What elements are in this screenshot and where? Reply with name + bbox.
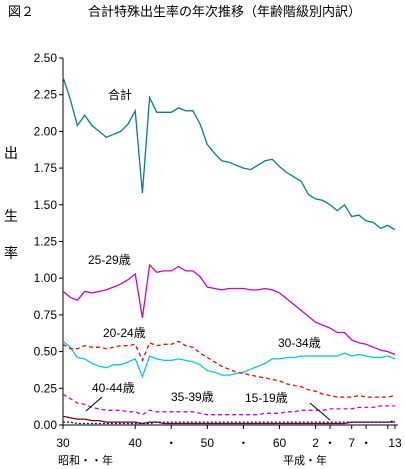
x-tick-label: 13 [388,436,402,450]
y-tick-label: 1.25 [34,235,58,249]
x-tick-label: ・ [165,436,177,450]
y-tick-label: 2.25 [34,88,58,102]
series-line-1 [62,263,396,356]
series-line-2 [62,340,396,379]
y-tick-label: 0.00 [34,418,58,432]
y-tick-label: 0.75 [34,308,58,322]
series-label-20-24: 20-24歳 [103,326,146,340]
y-tick-label: 2.00 [34,124,58,138]
x-tick-label: ・ [360,436,372,450]
ylabel-3: 率 [4,245,18,261]
series-line-4 [62,393,395,416]
y-tick-label: 0.50 [34,345,58,359]
y-ticks: 0.00 0.25 0.50 0.75 1.00 1.25 1.50 1.75 2.00 2.25… [34,51,63,432]
x-ticks: 30 40 ・ 50 ・ 60 2 ・ 7 ・ 13 [56,425,402,450]
series-line-5 [62,415,395,425]
series-label-15-19: 15-19歳 [245,391,288,405]
series-line-3 [62,340,396,398]
y-tick-label: 1.75 [34,161,58,175]
chart-title: 合計特殊出生率の年次推移（年齢階級別内訳） [88,4,361,19]
series-label-25-29: 25-29歳 [88,253,131,267]
ylabel-1: 出 [4,145,18,161]
series-lines [62,76,396,425]
y-tick-label: 2.50 [34,51,58,65]
x-tick-label: 30 [56,436,70,450]
x-tick-label: 2 [312,436,319,450]
y-tick-label: 1.50 [34,198,58,212]
x-tick-label: 50 [201,436,215,450]
y-tick-label: 0.25 [34,381,58,395]
x-tick-label: 40 [128,436,142,450]
series-line-6 [63,419,396,425]
pointer-40-44 [85,396,103,412]
y-tick-label: 1.00 [34,271,58,285]
era-showa: 昭和・・年 [58,453,113,467]
x-tick-label: ・ [324,436,336,450]
x-tick-label: ・ [237,436,249,450]
series-label-40-44: 40-44歳 [92,381,135,395]
series-line-0 [62,76,396,231]
x-tick-label: 7 [348,436,355,450]
series-label-total: 合計 [108,87,132,102]
figure-number: 図２ [8,4,34,19]
x-tick-label: 60 [273,436,287,450]
ylabel-2: 生 [4,208,18,224]
pointer-15-19 [309,402,331,421]
series-label-30-34: 30-34歳 [278,336,321,350]
era-heisei: 平成・年 [283,453,327,467]
series-label-35-39: 35-39歳 [171,390,214,404]
